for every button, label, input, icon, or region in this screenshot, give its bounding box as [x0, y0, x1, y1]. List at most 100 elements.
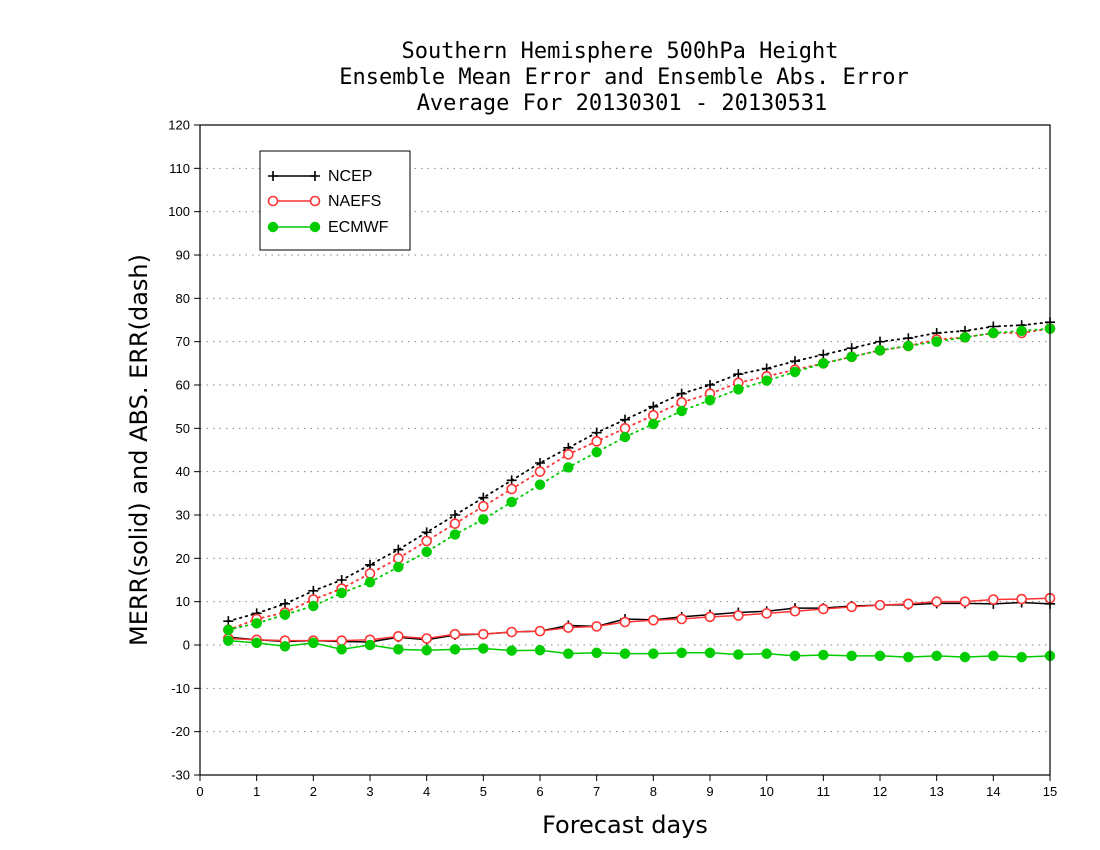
ncep-abs-err-point — [280, 598, 290, 609]
ecmwf-merr-point — [449, 644, 461, 655]
ecmwf-abs-err-point — [364, 576, 376, 588]
x-tick-label: 7 — [593, 784, 600, 799]
ecmwf-merr-point — [818, 649, 829, 661]
ecmwf-merr-point — [846, 650, 857, 662]
y-tick-label: 50 — [176, 421, 190, 436]
ncep-abs-err-point — [478, 492, 489, 503]
naefs-abs-err-point — [478, 501, 489, 512]
naefs-abs-err-point — [449, 518, 461, 529]
y-tick-label: -30 — [171, 768, 190, 783]
ncep-abs-err-point — [506, 475, 517, 486]
x-tick-label: 10 — [759, 784, 773, 799]
x-tick-label: 14 — [986, 784, 1000, 799]
x-tick-label: 12 — [873, 784, 887, 799]
y-tick-label: 70 — [176, 334, 190, 349]
legend-marker-ecmwf — [267, 221, 279, 233]
naefs-abs-err-point — [506, 483, 517, 495]
naefs-merr-point — [676, 613, 687, 625]
naefs-abs-err-point — [591, 436, 602, 447]
naefs-merr-point — [336, 635, 347, 646]
legend-items — [267, 171, 321, 233]
ecmwf-merr-point — [223, 635, 234, 646]
ecmwf-abs-err-point — [336, 587, 347, 599]
ncep-abs-err-point — [620, 414, 630, 425]
ecmwf-merr-point — [704, 647, 716, 659]
y-tick-label: -10 — [171, 681, 190, 696]
y-tick-label: 30 — [176, 508, 190, 523]
y-axis-label: MERR(solid) and ABS. ERR(dash) — [125, 254, 153, 646]
ecmwf-abs-err-point — [959, 332, 971, 343]
x-tick-label: 15 — [1043, 784, 1057, 799]
ecmwf-merr-point — [308, 637, 319, 649]
ecmwf-abs-err-point — [591, 446, 602, 458]
naefs-merr-point — [931, 596, 942, 607]
series-ecmwf — [223, 323, 1056, 663]
grid — [200, 167, 1050, 733]
ecmwf-merr-point — [478, 643, 489, 654]
ecmwf-abs-err-point — [619, 431, 631, 443]
ecmwf-merr-point — [903, 651, 914, 663]
naefs-merr-point — [1016, 593, 1027, 605]
y-tick-label: 10 — [176, 594, 190, 609]
ecmwf-merr-point — [279, 641, 291, 652]
ecmwf-merr-point — [364, 639, 376, 651]
y-tick-label: 60 — [176, 378, 190, 393]
legend-marker-naefs — [309, 195, 321, 207]
ecmwf-merr-point — [506, 645, 517, 656]
chart-title-line-1: Southern Hemisphere 500hPa Height — [401, 39, 838, 64]
naefs-abs-err-point — [563, 449, 574, 460]
naefs-merr-point — [761, 608, 772, 619]
ncep-abs-err-point — [591, 427, 602, 438]
legend-label-ncep: NCEP — [328, 168, 372, 185]
ecmwf-abs-err-point — [534, 479, 546, 490]
ecmwf-abs-err-point — [308, 600, 319, 612]
ecmwf-merr-point — [733, 649, 744, 660]
ecmwf-merr-point — [336, 644, 347, 655]
naefs-abs-err-point — [619, 423, 631, 434]
naefs-merr-point — [846, 601, 857, 613]
naefs-abs-err-point — [648, 410, 659, 421]
ecmwf-abs-err-point — [733, 384, 744, 395]
ecmwf-abs-err-point — [704, 394, 716, 406]
ncep-abs-err-point — [365, 559, 375, 570]
naefs-merr-point — [619, 616, 631, 628]
naefs-merr-point — [959, 596, 971, 607]
ecmwf-abs-err-line — [227, 327, 1051, 631]
naefs-merr-point — [478, 628, 489, 640]
y-tick-label: -20 — [171, 724, 190, 739]
x-tick-label: 13 — [929, 784, 943, 799]
series-ncep — [223, 317, 1055, 647]
ncep-abs-err-point — [535, 458, 545, 468]
series-layer — [223, 317, 1056, 663]
chart-title-line-2: Ensemble Mean Error and Ensemble Abs. Er… — [339, 65, 909, 90]
ecmwf-abs-err-point — [874, 345, 886, 356]
naefs-merr-point — [733, 610, 744, 621]
ecmwf-abs-err-point — [761, 375, 772, 386]
legend-marker-ecmwf — [309, 221, 321, 233]
y-tick-label: 100 — [168, 204, 190, 219]
y-tick-label: 20 — [176, 551, 190, 566]
ecmwf-abs-err-point — [789, 366, 801, 378]
y-tick-label: 110 — [169, 161, 190, 176]
ecmwf-merr-point — [959, 651, 971, 663]
y-tick-label: 90 — [176, 248, 190, 263]
ecmwf-abs-err-point — [988, 327, 999, 339]
ncep-abs-err-point — [450, 510, 460, 520]
ecmwf-merr-point — [676, 647, 687, 659]
x-tick-label: 6 — [536, 784, 543, 799]
ecmwf-merr-point — [393, 644, 404, 655]
series-naefs — [223, 323, 1056, 646]
naefs-merr-point — [506, 626, 517, 638]
x-tick-label: 9 — [706, 784, 713, 799]
x-axis-label: Forecast days — [542, 811, 708, 839]
ecmwf-abs-err-point — [449, 529, 461, 540]
naefs-abs-err-point — [364, 568, 376, 579]
ecmwf-merr-point — [648, 648, 659, 659]
naefs-abs-err-line — [227, 327, 1051, 631]
x-tick-label: 0 — [196, 784, 203, 799]
naefs-merr-point — [591, 621, 602, 632]
ncep-abs-err-point — [223, 616, 234, 627]
ecmwf-abs-err-point — [1016, 325, 1027, 337]
